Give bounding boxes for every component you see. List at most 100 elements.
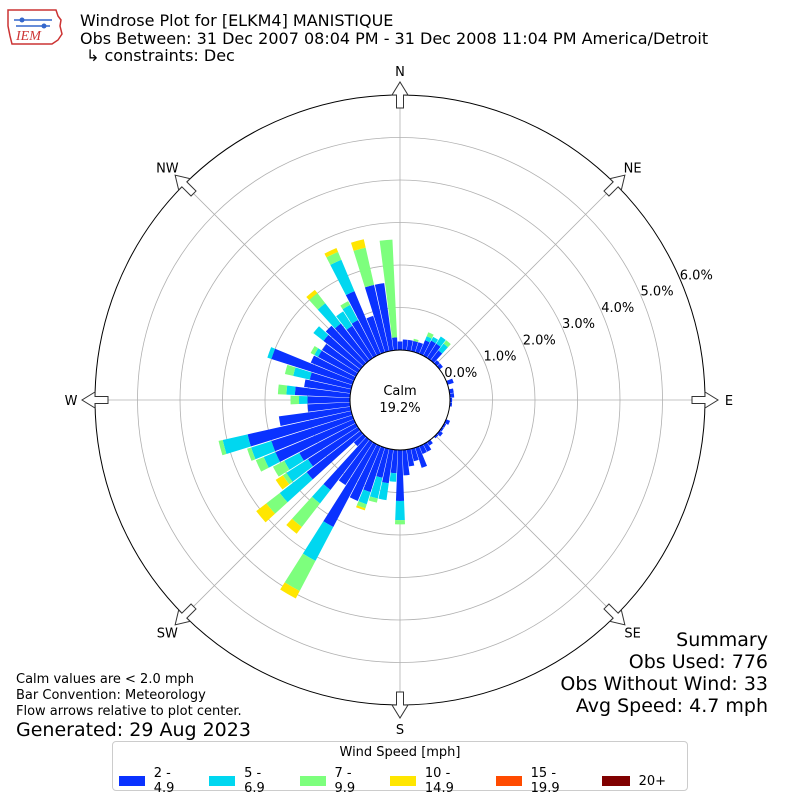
wind-bar	[423, 340, 436, 358]
wind-bar	[324, 248, 339, 258]
wind-bar	[284, 553, 316, 592]
wind-bar	[307, 396, 351, 404]
wind-bar	[368, 496, 378, 503]
legend-label: 7 - 9.9	[334, 766, 356, 796]
compass-label: SW	[157, 627, 178, 642]
wind-bar	[395, 520, 405, 525]
wind-bar	[436, 336, 446, 347]
wind-bar	[376, 447, 390, 478]
wind-bar	[427, 343, 441, 361]
compass-label: W	[65, 394, 78, 409]
legend: Wind Speed [mph] 2 - 4.9 5 - 6.9 7 - 9.9 10…	[112, 741, 688, 796]
wind-bar	[271, 415, 354, 452]
logo-text: IEM	[15, 29, 42, 44]
wind-bar	[413, 338, 419, 343]
wind-bar	[363, 446, 385, 493]
radial-tick-label: 0.0%	[444, 366, 477, 381]
wind-bar	[342, 304, 358, 324]
wind-bar	[402, 449, 410, 476]
calm-value: 19.2%	[379, 401, 420, 416]
flow-arrow-icon	[174, 603, 197, 626]
calm-circle	[349, 349, 451, 451]
wind-bar	[448, 388, 454, 394]
legend-swatch	[601, 776, 630, 786]
legend-title: Wind Speed [mph]	[339, 745, 461, 760]
wind-bar	[247, 410, 353, 447]
wind-bar	[282, 472, 293, 485]
wind-bar	[410, 340, 419, 353]
compass-label: N	[395, 65, 405, 80]
wind-bar	[302, 521, 334, 561]
legend-swatch	[495, 776, 522, 786]
flow-arrow-icon	[603, 603, 626, 626]
wind-bar	[279, 472, 313, 503]
legend-label: 10 - 14.9	[424, 766, 454, 796]
legend-label: 5 - 6.9	[244, 766, 265, 796]
wind-bar	[318, 350, 358, 377]
legend-swatch	[299, 776, 326, 786]
wind-bar	[449, 397, 453, 403]
wind-bar	[431, 336, 439, 344]
wind-bar	[271, 348, 354, 385]
wind-bar	[415, 446, 428, 468]
wind-bar	[314, 348, 322, 358]
wind-bar	[284, 452, 304, 470]
wind-bar	[286, 518, 302, 534]
calm-definition: Calm values are < 2.0 mph	[16, 672, 195, 687]
legend-item: 15 - 19.9	[495, 766, 585, 796]
flow-arrow-icon	[174, 174, 197, 197]
flow-note: Flow arrows relative to plot center.	[16, 704, 242, 719]
wind-bar	[286, 459, 313, 482]
wind-bar	[299, 395, 308, 405]
wind-bar	[397, 341, 403, 351]
wind-bar	[322, 343, 361, 373]
flow-arrow-icon	[391, 691, 409, 719]
wind-bar	[312, 484, 331, 504]
generated-date: Generated: 29 Aug 2023	[16, 719, 251, 741]
legend-items: 2 - 4.9 5 - 6.9 7 - 9.9 10 - 14.9 15 - 19.9 2…	[119, 766, 683, 796]
wind-bar	[443, 340, 451, 348]
summary-avg-speed: Avg Speed: 4.7 mph	[575, 695, 768, 717]
wind-bar	[356, 501, 367, 509]
wind-bar	[299, 423, 358, 461]
wind-bar	[366, 315, 385, 354]
wind-bar	[410, 447, 419, 462]
wind-bar	[222, 434, 251, 455]
wind-bar	[284, 364, 296, 376]
legend-item: 10 - 14.9	[390, 766, 479, 796]
wind-bar	[326, 251, 342, 265]
wind-bar	[419, 340, 430, 356]
radial-tick-label: 3.0%	[562, 317, 595, 332]
calm-label: Calm	[383, 384, 416, 399]
compass-label: SE	[624, 627, 640, 642]
wind-bar	[364, 284, 390, 353]
wind-bar	[369, 476, 383, 499]
flow-arrow-icon	[603, 174, 626, 197]
wind-bar	[255, 457, 269, 472]
wind-bar	[415, 342, 424, 354]
wind-bar	[392, 337, 398, 351]
wind-bar	[406, 339, 413, 352]
summary-heading: Summary	[676, 629, 768, 651]
wind-bar	[389, 472, 397, 482]
legend-swatch	[209, 776, 236, 786]
wind-bar	[395, 449, 405, 501]
wind-bar	[291, 496, 321, 527]
wind-bar	[346, 325, 373, 361]
legend-swatch	[390, 776, 416, 786]
wind-bar	[293, 367, 312, 380]
wind-bar	[251, 441, 276, 460]
wind-bar	[277, 384, 288, 395]
wind-bar	[336, 311, 353, 330]
radial-tick-label: 4.0%	[601, 301, 634, 316]
wind-bar	[378, 482, 389, 501]
wind-bar	[323, 334, 364, 370]
wind-bar	[338, 439, 373, 485]
radial-tick-label: 6.0%	[680, 268, 713, 283]
wind-bar	[256, 503, 276, 523]
wind-bar	[280, 582, 300, 599]
wind-bar	[290, 395, 300, 405]
grid-spoke	[435, 435, 616, 616]
wind-bar	[286, 385, 296, 396]
